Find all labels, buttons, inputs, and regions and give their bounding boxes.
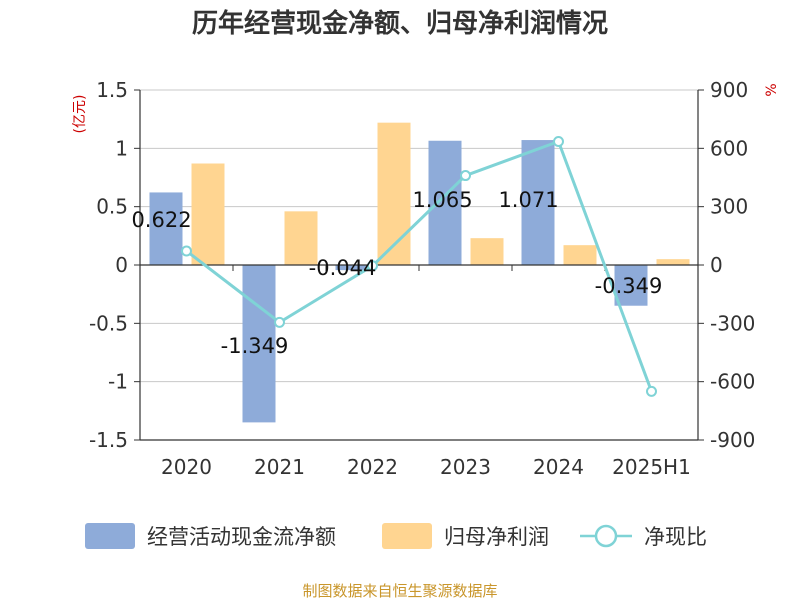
category-label: 2024 <box>533 455 584 479</box>
right-tick-label: -300 <box>710 311 755 335</box>
bar-netprofit <box>656 259 690 265</box>
bar-netprofit <box>377 122 411 266</box>
category-label: 2023 <box>440 455 491 479</box>
left-tick-label: -1.5 <box>89 428 128 452</box>
category-label: 2021 <box>254 455 305 479</box>
axes: 1.5 1 0.5 0 -0.5 -1 -1.5 900 600 300 0 -300 -600 -900… <box>89 78 755 479</box>
legend-label-netprofit: 归母净利润 <box>444 525 549 549</box>
bar-cashflow <box>242 265 276 423</box>
bar-cashflow <box>149 192 183 265</box>
bar-netprofit <box>191 163 225 265</box>
left-tick-label: -0.5 <box>89 311 128 335</box>
left-tick-label: 0 <box>115 253 128 277</box>
data-label: -0.044 <box>309 256 377 280</box>
right-tick-label: -600 <box>710 370 755 394</box>
ratio-point <box>181 245 192 257</box>
data-label: -0.349 <box>595 274 663 298</box>
bar-netprofit <box>470 238 504 265</box>
legend-marker-ratio <box>594 524 618 548</box>
category-label: 2025H1 <box>612 455 691 479</box>
data-labels: 0.622 -1.349 -0.044 1.065 1.071 -0.349 <box>131 188 662 358</box>
legend-swatch-netprofit <box>382 523 432 549</box>
data-label: 0.622 <box>131 208 191 232</box>
right-tick-label: 300 <box>710 195 748 219</box>
category-label: 2022 <box>347 455 398 479</box>
legend-label-ratio: 净现比 <box>644 525 707 549</box>
legend: 经营活动现金流净额 归母净利润 净现比 <box>85 523 707 549</box>
data-label: 1.071 <box>498 188 558 212</box>
legend-label-cashflow: 经营活动现金流净额 <box>147 525 336 549</box>
right-tick-label: 900 <box>710 78 748 102</box>
bar-cashflow <box>614 265 648 306</box>
bar-cashflow <box>521 140 555 265</box>
ratio-point <box>274 316 285 328</box>
ratio-point <box>553 136 564 148</box>
bar-cashflow <box>428 140 462 265</box>
source-note: 制图数据来自恒生聚源数据库 <box>302 582 497 600</box>
right-tick-label: 600 <box>710 136 748 160</box>
ratio-point <box>646 385 657 397</box>
left-tick-label: -1 <box>108 370 128 394</box>
left-axis-unit: (亿元) <box>72 95 88 134</box>
ratio-point <box>367 260 378 272</box>
left-tick-label: 1 <box>115 136 128 160</box>
line-series <box>181 136 657 397</box>
category-label: 2020 <box>161 455 212 479</box>
bar-netprofit <box>284 211 318 265</box>
left-tick-label: 0.5 <box>96 195 128 219</box>
bars <box>149 122 690 423</box>
chart-title: 历年经营现金净额、归母净利润情况 <box>192 8 608 39</box>
left-tick-label: 1.5 <box>96 78 128 102</box>
right-tick-label: -900 <box>710 428 755 452</box>
ratio-point <box>460 170 471 182</box>
ratio-line <box>185 139 653 392</box>
bar-netprofit <box>563 245 597 265</box>
legend-swatch-cashflow <box>85 523 135 549</box>
bar-cashflow <box>335 265 369 271</box>
right-axis-unit: % <box>764 83 780 96</box>
right-tick-label: 0 <box>710 253 723 277</box>
data-label: 1.065 <box>412 188 472 212</box>
data-label: -1.349 <box>221 334 289 358</box>
